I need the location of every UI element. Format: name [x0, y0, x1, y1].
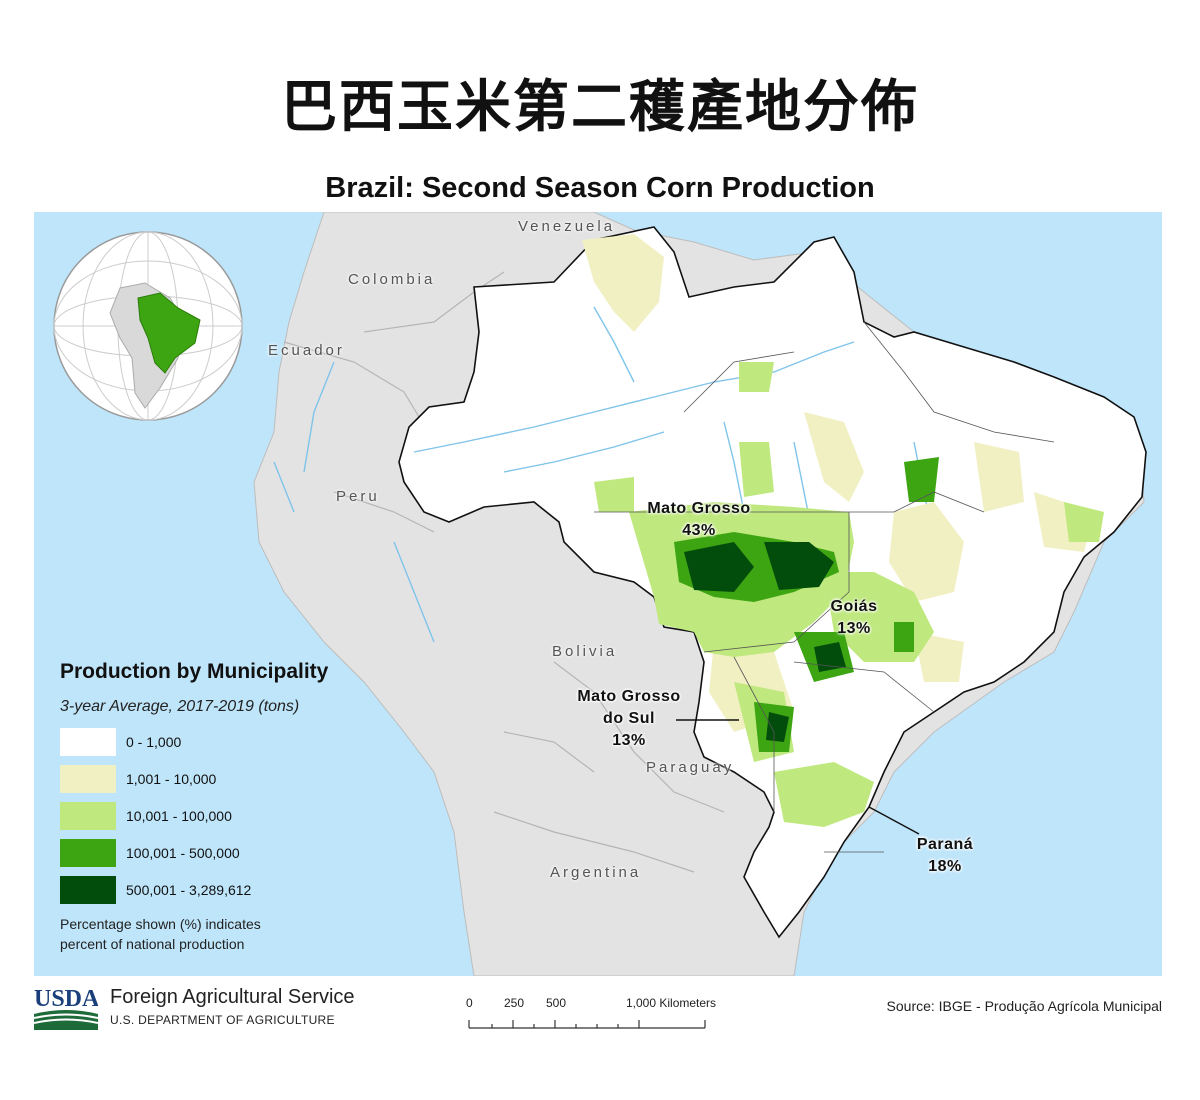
- legend-label: 1,001 - 10,000: [126, 771, 217, 787]
- country-label-argentina: Argentina: [550, 864, 642, 881]
- state-name-mato-grosso-do-sul-line2: do Sul: [603, 710, 655, 727]
- state-share-goias: 13%: [837, 620, 871, 637]
- state-label-parana: Paraná 18%: [890, 834, 1000, 878]
- state-label-goias: Goiás 13%: [804, 596, 904, 640]
- legend-note-line2: percent of national production: [60, 936, 245, 952]
- legend-label: 0 - 1,000: [126, 734, 182, 750]
- legend-label: 500,001 - 3,289,612: [126, 882, 252, 898]
- map-title: Brazil: Second Season Corn Production: [325, 172, 875, 204]
- legend-title: Production by Municipality: [60, 660, 329, 683]
- legend-item: 10,001 - 100,000: [60, 802, 360, 830]
- department-name: U.S. DEPARTMENT OF AGRICULTURE: [110, 1013, 335, 1027]
- legend-swatch: [60, 765, 116, 793]
- scale-tick-0: 0: [466, 996, 473, 1010]
- legend-item: 0 - 1,000: [60, 728, 360, 756]
- scale-tick-500: 500: [546, 996, 567, 1010]
- state-share-mato-grosso: 43%: [682, 522, 716, 539]
- legend-swatch: [60, 728, 116, 756]
- scale-tick-250: 250: [504, 996, 525, 1010]
- main-title: 巴西玉米第二穫產地分佈: [281, 75, 919, 140]
- legend-subtitle: 3-year Average, 2017-2019 (tons): [60, 698, 300, 715]
- scale-tick-1000: 1,000 Kilometers: [626, 996, 717, 1010]
- usda-logo: USDA: [34, 986, 98, 1030]
- legend-item: 100,001 - 500,000: [60, 839, 360, 867]
- legend-swatch: [60, 876, 116, 904]
- scale-bar-line: [468, 1020, 706, 1029]
- legend-swatch: [60, 839, 116, 867]
- usda-logo-text: USDA: [34, 986, 98, 1012]
- map-canvas: [34, 212, 1162, 976]
- scale-bar: 0 250 500 1,000 Kilometers: [466, 996, 746, 1036]
- country-label-venezuela: Venezuela: [518, 218, 616, 235]
- production-class-4: [684, 542, 846, 742]
- country-label-ecuador: Ecuador: [268, 342, 345, 359]
- legend: Production by Municipality 3-year Averag…: [60, 660, 360, 954]
- state-share-mato-grosso-do-sul: 13%: [612, 732, 646, 749]
- state-borders: [594, 321, 1055, 853]
- leader-line-parana: [868, 806, 920, 835]
- source-note: Source: IBGE - Produção Agrícola Municip…: [886, 998, 1162, 1014]
- inset-globe: [53, 231, 243, 421]
- state-label-mato-grosso-do-sul: Mato Grosso do Sul 13%: [554, 686, 704, 752]
- legend-label: 10,001 - 100,000: [126, 808, 232, 824]
- map-frame[interactable]: Venezuela Colombia Ecuador Peru Bolivia …: [34, 212, 1162, 976]
- state-name-goias: Goiás: [830, 598, 878, 615]
- neighbor-borders: [283, 271, 725, 873]
- legend-item: 500,001 - 3,289,612: [60, 876, 360, 904]
- state-share-parana: 18%: [928, 858, 962, 875]
- country-label-colombia: Colombia: [348, 271, 436, 288]
- legend-swatch: [60, 802, 116, 830]
- agency-name: Foreign Agricultural Service: [110, 986, 355, 1008]
- legend-note-line1: Percentage shown (%) indicates: [60, 916, 261, 932]
- legend-items: 0 - 1,000 1,001 - 10,000 10,001 - 100,000 1…: [60, 728, 360, 904]
- country-label-paraguay: Paraguay: [646, 759, 735, 776]
- country-label-peru: Peru: [336, 488, 380, 505]
- footer: USDA Foreign Agricultural Service U.S. D…: [34, 984, 1162, 1044]
- legend-label: 100,001 - 500,000: [126, 845, 240, 861]
- state-label-mato-grosso: Mato Grosso 43%: [624, 498, 774, 542]
- country-label-bolivia: Bolivia: [552, 643, 618, 660]
- state-name-parana: Paraná: [916, 836, 974, 853]
- state-name-mato-grosso: Mato Grosso: [647, 500, 751, 517]
- state-name-mato-grosso-do-sul-line1: Mato Grosso: [577, 688, 681, 705]
- legend-note: Percentage shown (%) indicates percent o…: [60, 914, 360, 954]
- legend-item: 1,001 - 10,000: [60, 765, 360, 793]
